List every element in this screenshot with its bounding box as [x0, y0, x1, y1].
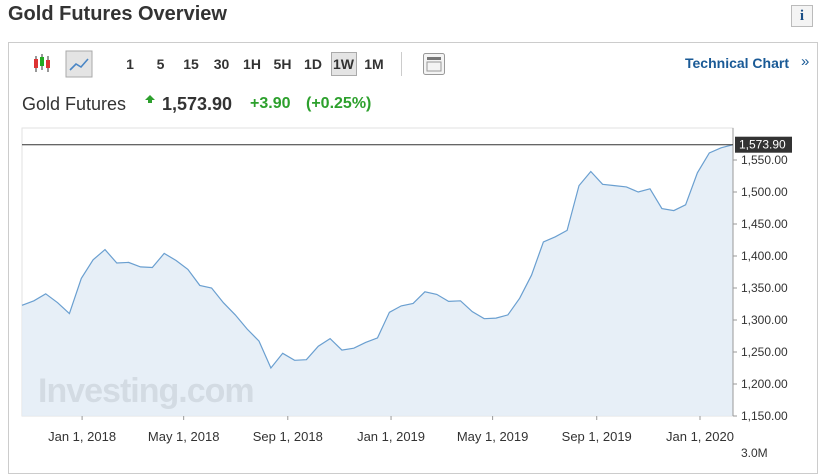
info-button[interactable]: i: [791, 5, 813, 27]
technical-chart-link[interactable]: Technical Chart: [685, 55, 789, 71]
current-price-label: 1,573.90: [739, 138, 786, 152]
chart: Investing.com1,150.001,200.001,250.001,3…: [21, 127, 792, 460]
page: Gold Futures Overview i Technical Chart …: [8, 3, 818, 474]
x-tick-label: May 1, 2018: [148, 429, 220, 444]
area-fill: [22, 144, 733, 416]
y-tick-label: 1,150.00: [741, 409, 788, 423]
interval-button[interactable]: 1M: [364, 56, 384, 72]
up-arrow: [145, 95, 155, 103]
interval-button[interactable]: 1D: [304, 56, 322, 72]
x-tick-label: Jan 1, 2020: [666, 429, 734, 444]
x-tick-label: Sep 1, 2018: [253, 429, 323, 444]
x-tick-label: May 1, 2019: [457, 429, 529, 444]
x-tick-label: Jan 1, 2019: [357, 429, 425, 444]
line-chart-icon[interactable]: [65, 50, 93, 78]
chart-type-icons: [34, 50, 93, 78]
interval-button[interactable]: 5: [156, 56, 165, 72]
x-tick-label: Sep 1, 2019: [562, 429, 632, 444]
price-change: +3.90: [250, 95, 291, 112]
interval-button[interactable]: 1W: [330, 52, 357, 76]
separator: [401, 52, 402, 76]
y-tick-label: 1,500.00: [741, 185, 788, 199]
y-tick-label: 1,450.00: [741, 217, 788, 231]
interval-button[interactable]: 30: [213, 56, 230, 72]
interval-button[interactable]: 1H: [243, 56, 261, 72]
y-tick-label: 1,250.00: [741, 345, 788, 359]
x-tick-label: Jan 1, 2018: [48, 429, 116, 444]
instrument-name: Gold Futures: [22, 94, 127, 114]
y-tick-label: 1,300.00: [741, 313, 788, 327]
interval-button[interactable]: 1: [126, 56, 134, 72]
interval-button[interactable]: 15: [183, 56, 199, 72]
y-tick-label: 1,550.00: [741, 153, 788, 167]
y-tick-label: 1,200.00: [741, 377, 788, 391]
y-tick-label: 1,350.00: [741, 281, 788, 295]
calendar-icon[interactable]: [422, 52, 446, 76]
price-line: [21, 144, 734, 370]
last-price: 1,573.90: [162, 94, 233, 114]
link-arrow[interactable]: »: [801, 53, 810, 70]
volume-axis-label: 3.0M: [741, 446, 768, 460]
candlestick-icon[interactable]: [34, 54, 50, 72]
interval-button[interactable]: 5H: [273, 56, 292, 72]
current-price-box: [735, 136, 792, 153]
page-title: Gold Futures Overview: [8, 3, 227, 25]
y-tick-label: 1,400.00: [741, 249, 788, 263]
price-change-percent: (+0.25%): [306, 95, 372, 112]
